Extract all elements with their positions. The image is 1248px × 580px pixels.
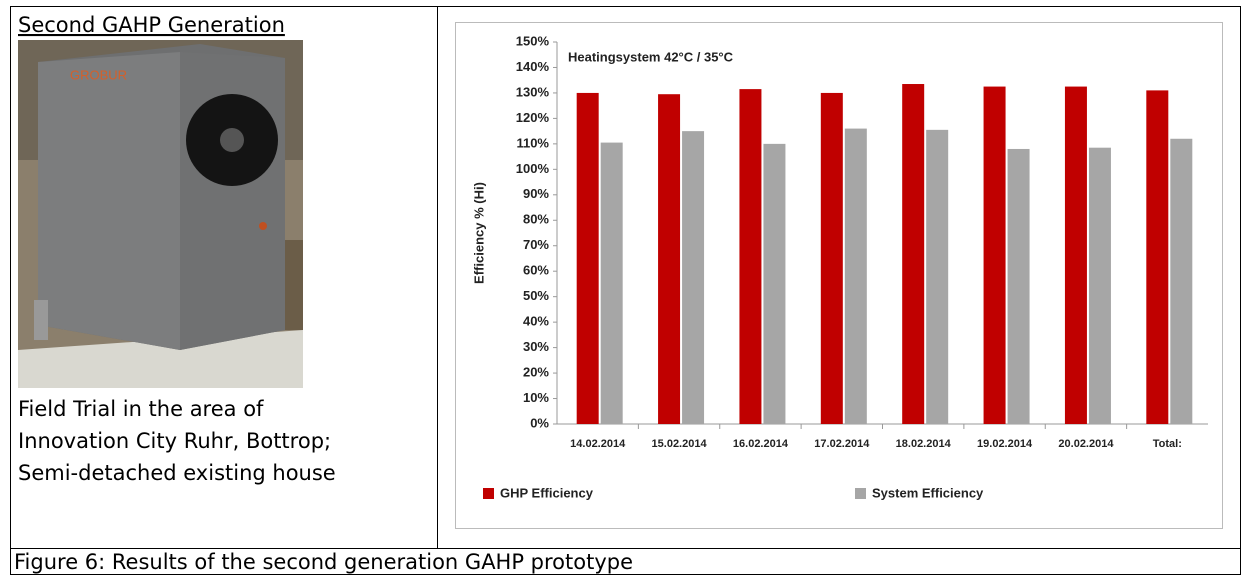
- bar: [984, 87, 1006, 424]
- page: Second GAHP Generation GROBUR Field Tria…: [0, 0, 1248, 576]
- bar: [845, 129, 867, 424]
- y-tick-label: 30%: [523, 339, 549, 354]
- y-tick-label: 90%: [523, 186, 549, 201]
- y-axis-label: Efficiency % (Hi): [471, 182, 486, 284]
- bar: [577, 93, 599, 424]
- y-tick-label: 150%: [516, 33, 550, 48]
- y-tick-label: 130%: [516, 84, 550, 99]
- y-tick-label: 100%: [516, 161, 550, 176]
- legend-swatch: [483, 488, 494, 499]
- bar: [821, 93, 843, 424]
- caption: Figure 6: Results of the second generati…: [14, 550, 633, 574]
- legend-swatch: [855, 488, 866, 499]
- logo: GROBUR: [70, 67, 127, 82]
- y-tick-label: 70%: [523, 237, 549, 252]
- desc-line: Field Trial in the area of: [18, 397, 264, 421]
- bar: [1170, 139, 1192, 424]
- bar: [1065, 87, 1087, 424]
- x-tick-label: 19.02.2014: [977, 438, 1033, 450]
- bar: [1008, 149, 1030, 424]
- y-tick-label: 50%: [523, 288, 549, 303]
- x-tick-label: 16.02.2014: [733, 438, 789, 450]
- bar: [1089, 148, 1111, 424]
- x-tick-label: 18.02.2014: [896, 438, 952, 450]
- legend-label: System Efficiency: [872, 485, 984, 500]
- y-tick-label: 40%: [523, 314, 549, 329]
- x-tick-label: Total:: [1153, 438, 1182, 450]
- desc-line: Semi-detached existing house: [18, 461, 336, 485]
- bar: [601, 143, 623, 424]
- y-tick-label: 140%: [516, 59, 550, 74]
- x-tick-label: 14.02.2014: [570, 438, 626, 450]
- bar: [682, 131, 704, 424]
- y-tick-label: 10%: [523, 390, 549, 405]
- legend-label: GHP Efficiency: [500, 485, 594, 500]
- annotation: Heatingsystem 42°C / 35°C: [568, 49, 734, 64]
- x-tick-label: 17.02.2014: [814, 438, 870, 450]
- bar: [763, 144, 785, 424]
- y-tick-label: 120%: [516, 110, 550, 125]
- y-tick-label: 110%: [516, 135, 549, 150]
- bar: [658, 94, 680, 424]
- bar: [902, 84, 924, 424]
- x-tick-label: 15.02.2014: [652, 438, 708, 450]
- photo: GROBUR: [18, 40, 303, 388]
- y-tick-label: 20%: [523, 365, 549, 380]
- bar: [739, 89, 761, 424]
- bar: [1146, 90, 1168, 424]
- heading: Second GAHP Generation: [18, 13, 285, 37]
- y-tick-label: 60%: [523, 263, 549, 278]
- y-tick-label: 0%: [530, 415, 549, 430]
- desc-line: Innovation City Ruhr, Bottrop;: [18, 429, 331, 453]
- bar: [926, 130, 948, 424]
- x-tick-label: 20.02.2014: [1058, 438, 1114, 450]
- y-tick-label: 80%: [523, 212, 549, 227]
